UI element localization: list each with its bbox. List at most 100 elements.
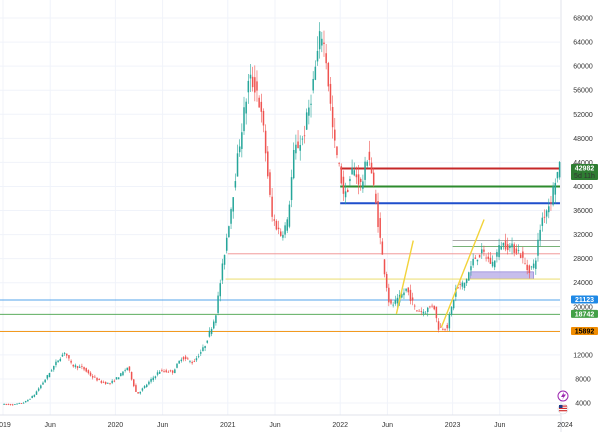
candle — [200, 349, 202, 357]
candle-body — [426, 307, 429, 312]
candle — [89, 371, 92, 377]
candle — [558, 160, 561, 180]
candle — [267, 145, 269, 179]
candle-body — [135, 385, 137, 392]
candle — [238, 139, 241, 157]
x-tick-label: Jun — [157, 422, 168, 429]
candles — [3, 22, 565, 406]
candle-body — [295, 144, 297, 154]
candle-body — [470, 266, 472, 271]
candle-body — [318, 31, 321, 50]
candle — [70, 359, 72, 365]
candle-body — [344, 191, 347, 198]
candle-body — [83, 367, 85, 370]
candle-body — [81, 366, 83, 367]
candle — [195, 356, 198, 363]
candle-body — [489, 257, 492, 264]
candle — [437, 318, 440, 333]
candle — [537, 232, 539, 262]
candle-body — [463, 282, 466, 288]
candle — [381, 238, 384, 255]
candle — [11, 403, 14, 406]
candle-body — [303, 135, 306, 137]
candle — [68, 355, 70, 361]
candle — [334, 117, 336, 149]
candle — [548, 198, 550, 219]
candle — [414, 303, 416, 310]
candle-body — [331, 107, 334, 128]
candle — [424, 311, 427, 314]
candle — [366, 159, 368, 168]
candle-body — [66, 353, 68, 356]
candle — [187, 356, 189, 360]
candle-body — [234, 181, 237, 188]
price-scale-background[interactable] — [561, 0, 602, 432]
candle-body — [359, 178, 362, 183]
candle-body — [104, 381, 107, 384]
candle — [145, 383, 148, 388]
candle — [359, 177, 362, 191]
candle-body — [357, 174, 360, 185]
candle-body — [336, 146, 338, 156]
candle-body — [141, 388, 144, 391]
candle — [40, 384, 42, 390]
candle — [491, 255, 494, 268]
alert-icon[interactable] — [557, 390, 569, 402]
candle — [478, 254, 481, 258]
candle — [98, 378, 100, 381]
candle — [431, 303, 433, 308]
x-tick-label: Jun — [382, 422, 393, 429]
x-tick-label: Jun — [45, 422, 56, 429]
candle — [288, 200, 291, 229]
candle-body — [528, 265, 531, 274]
candle-body — [519, 254, 522, 258]
candle — [27, 399, 29, 402]
candle — [493, 260, 496, 271]
candle-body — [178, 360, 180, 364]
candle-body — [418, 310, 420, 312]
trendline — [440, 219, 485, 328]
y-tick-label: 20000 — [573, 304, 593, 311]
candle-body — [100, 381, 103, 383]
candle-body — [184, 356, 187, 359]
candle-body — [552, 186, 554, 205]
candle-body — [193, 361, 196, 363]
candle-body — [264, 130, 267, 154]
candle-body — [314, 66, 317, 80]
candle-body — [340, 166, 343, 184]
support-zone — [470, 271, 534, 280]
candle-body — [511, 243, 513, 248]
candle — [364, 156, 366, 186]
candle — [556, 171, 559, 183]
candle-body — [219, 283, 221, 297]
candle — [504, 233, 507, 252]
candle-body — [394, 300, 397, 304]
candle-body — [3, 403, 5, 405]
candle — [316, 36, 319, 66]
x-tick-label: 2019 — [0, 422, 11, 429]
candle — [20, 402, 23, 404]
candle-body — [63, 353, 66, 354]
candle — [50, 368, 53, 372]
candle — [141, 387, 144, 392]
candle-body — [20, 403, 23, 404]
candle-body — [493, 260, 496, 268]
candle-body — [349, 178, 351, 182]
candle-body — [59, 358, 62, 362]
candle-body — [437, 321, 440, 330]
candle-body — [102, 381, 105, 383]
candle — [342, 170, 345, 201]
candle — [375, 189, 377, 205]
candle — [405, 288, 407, 293]
candle — [483, 245, 485, 257]
candle — [295, 134, 297, 160]
candle — [461, 280, 464, 290]
candle — [150, 377, 152, 384]
candle-body — [450, 306, 453, 315]
candle — [228, 225, 230, 238]
candle — [418, 308, 420, 312]
candle-body — [163, 371, 165, 372]
candle — [275, 219, 278, 231]
candle — [396, 293, 399, 308]
